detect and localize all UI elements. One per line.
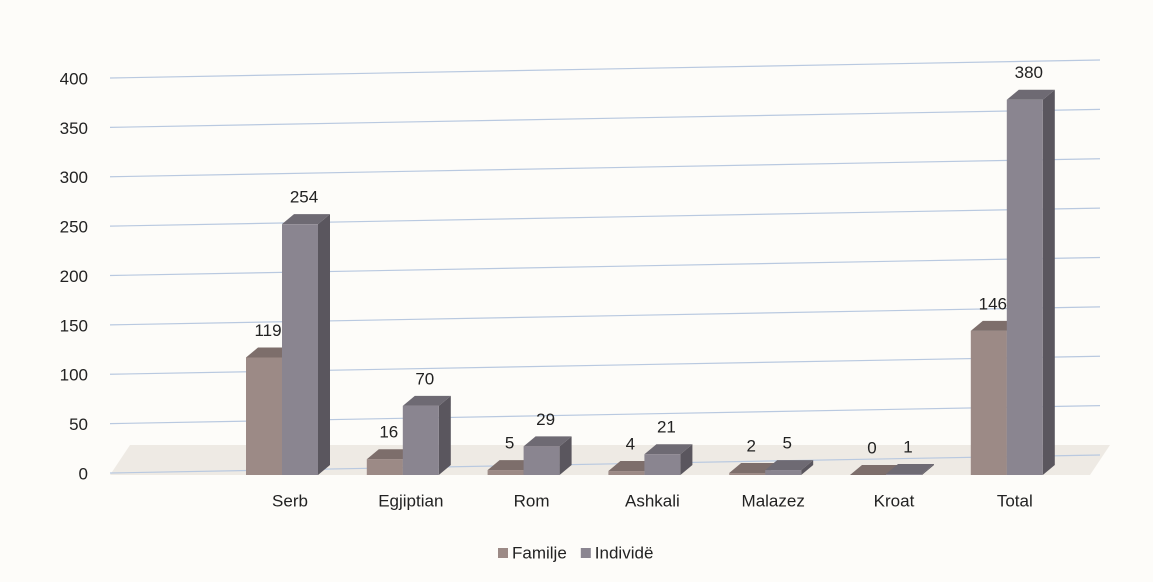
data-label: 0 — [867, 438, 876, 457]
data-label: 70 — [415, 369, 434, 388]
bar — [523, 446, 560, 475]
bar — [402, 405, 439, 475]
bar-side — [922, 464, 934, 475]
bar — [765, 470, 802, 475]
data-label: 254 — [290, 188, 318, 207]
grid-line — [109, 59, 1101, 79]
bar — [487, 470, 524, 475]
x-tick-label: Ashkali — [625, 491, 680, 510]
legend-swatch — [498, 548, 508, 558]
y-tick-label: 0 — [79, 464, 88, 483]
y-tick-label: 350 — [60, 119, 88, 138]
y-tick-label: 400 — [60, 69, 88, 88]
grid-line — [109, 108, 1101, 128]
x-tick-label: Rom — [514, 491, 550, 510]
x-tick-label: Egjiptian — [378, 491, 443, 510]
bar-top — [850, 465, 898, 475]
bar — [644, 454, 681, 475]
data-label: 16 — [379, 423, 398, 442]
bar-top — [886, 464, 934, 475]
data-label: 380 — [1015, 63, 1043, 82]
bar — [608, 471, 645, 475]
y-tick-label: 150 — [60, 316, 88, 335]
y-tick-label: 250 — [60, 218, 88, 237]
data-label: 119 — [254, 321, 281, 340]
legend-label: Individë — [595, 543, 654, 562]
x-tick-label: Kroat — [874, 491, 915, 510]
grid-line — [109, 158, 1101, 178]
x-tick-label: Malazez — [742, 491, 805, 510]
bar-side — [318, 214, 330, 476]
y-tick-label: 300 — [60, 168, 88, 187]
bar-side — [559, 436, 572, 475]
bar — [282, 224, 318, 475]
bar — [1006, 99, 1043, 475]
bar-top — [282, 214, 330, 225]
bar-top — [402, 395, 451, 406]
bar-side — [1042, 89, 1055, 475]
data-label: 29 — [536, 410, 555, 429]
data-label: 5 — [782, 434, 791, 453]
bar-side — [801, 460, 814, 475]
y-tick-label: 200 — [60, 267, 88, 286]
bar — [886, 474, 922, 475]
bar-top — [1006, 89, 1055, 100]
grid-line — [109, 306, 1101, 326]
bar — [970, 330, 1007, 475]
data-label: 21 — [657, 418, 676, 437]
y-tick-label: 100 — [60, 366, 88, 385]
data-label: 2 — [746, 437, 755, 456]
data-label: 1 — [903, 437, 912, 456]
bar — [729, 473, 766, 475]
grid-line — [109, 256, 1101, 277]
bar — [246, 357, 282, 475]
data-label: 5 — [505, 434, 514, 453]
bar-top — [523, 436, 572, 447]
bar-top — [765, 460, 814, 471]
bar-side — [680, 444, 693, 475]
bar-side — [438, 395, 451, 475]
grid-line — [109, 207, 1101, 227]
data-label: 146 — [979, 294, 1007, 313]
x-tick-label: Total — [997, 491, 1033, 510]
y-tick-label: 50 — [69, 415, 88, 434]
legend-label: Familje — [512, 543, 567, 562]
x-tick-label: Serb — [272, 491, 308, 510]
bar — [366, 459, 403, 475]
data-label: 4 — [626, 435, 635, 454]
bar-top — [644, 444, 693, 455]
legend-swatch — [580, 548, 591, 558]
